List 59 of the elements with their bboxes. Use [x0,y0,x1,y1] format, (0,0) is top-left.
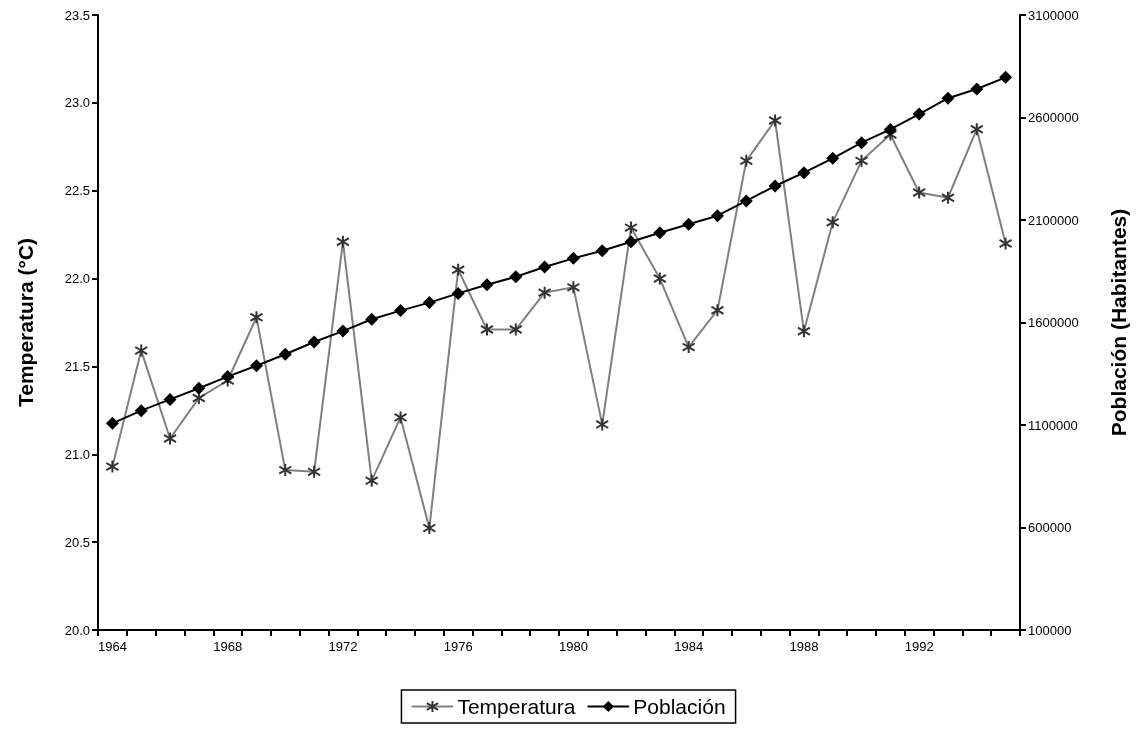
point [797,166,811,180]
point [422,296,436,310]
point [970,82,984,96]
y-tick-label: 23.0 [64,95,90,111]
y-tick-label: 21.0 [64,446,90,462]
x-tick-label: 1988 [789,639,819,654]
point [509,270,523,284]
y2-tick-label: 3100000 [1028,7,1079,23]
y2-tick-label: 600000 [1028,520,1072,535]
point [912,107,926,121]
point [826,151,840,165]
point [307,335,321,349]
point [249,359,263,373]
y-tick-label: 23.5 [64,7,90,23]
y-tick-label: 22.0 [64,271,90,287]
point [768,179,782,193]
point [451,286,465,300]
y2-tick-label: 1600000 [1028,315,1079,330]
x-tick-label: 1984 [674,639,704,654]
y2-tick-label: 1100000 [1028,417,1078,433]
x-tick-label: 1972 [328,639,358,654]
point [682,217,696,231]
point [336,324,350,338]
point [394,304,408,318]
point [941,91,955,105]
y-tick-label: 20.0 [64,622,90,638]
legend-label: Temperatura [457,695,576,718]
y-tick-label: 22.5 [64,183,90,199]
y-axis-title: Temperatura (°C) [14,237,37,408]
x-tick-label: 1968 [213,639,243,654]
point [105,416,119,430]
point [365,312,379,326]
y2-tick-label: 2600000 [1028,110,1079,125]
x-tick-label: 1976 [443,639,473,654]
point [739,194,753,208]
point [221,370,235,384]
point [710,209,724,223]
point [566,251,580,265]
x-tick-label: 1964 [97,639,127,654]
x-tick-label: 1980 [558,639,588,654]
point [653,226,667,240]
y2-axis-title: Población (Habitantes) [1107,208,1130,437]
point [278,347,292,361]
point [595,244,609,258]
point [538,260,552,274]
point [480,278,494,292]
point [999,70,1013,84]
point [163,392,177,406]
y2-tick-label: 100000 [1028,622,1072,638]
y-tick-label: 21.5 [64,358,90,374]
point [883,122,897,136]
point [624,235,638,249]
point [134,404,148,418]
legend-label: Población [633,695,726,718]
y2-tick-label: 2100000 [1028,212,1079,228]
point [192,381,206,395]
point [855,136,869,150]
x-tick-label: 1992 [904,639,934,654]
y-tick-label: 20.5 [64,534,90,550]
